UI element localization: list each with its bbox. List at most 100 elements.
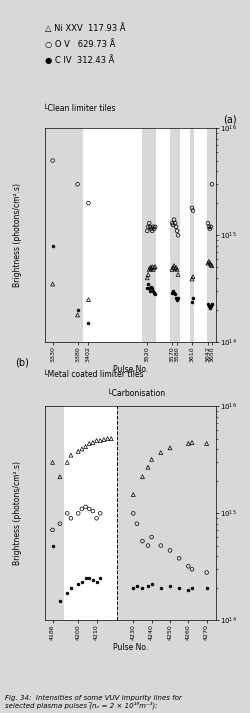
Point: [190, 292, 194, 304]
Point: [171, 214, 175, 225]
Point: [76, 578, 80, 590]
Bar: [193, 128, 206, 342]
Point: [167, 580, 171, 592]
Point: [206, 300, 210, 312]
Point: [86, 294, 90, 305]
Point: [174, 225, 178, 237]
Point: [105, 433, 109, 444]
Point: [208, 221, 212, 232]
Point: [134, 580, 138, 592]
Point: [152, 221, 156, 232]
Point: [209, 260, 213, 272]
Point: [65, 588, 69, 599]
Point: [189, 296, 193, 307]
Text: └Clean limiter tiles: └Clean limiter tiles: [42, 103, 115, 113]
Point: [87, 503, 91, 515]
Text: Brightness (photons/cm².s): Brightness (photons/cm².s): [13, 183, 22, 287]
Point: [83, 501, 87, 513]
Point: [68, 449, 72, 461]
Point: [171, 260, 175, 272]
Point: [176, 553, 180, 564]
Point: [50, 278, 54, 289]
Point: [76, 446, 80, 457]
Point: [170, 287, 173, 299]
Text: (b): (b): [15, 357, 29, 367]
Point: [174, 264, 178, 275]
Text: △ Ni XXV  117.93 Å: △ Ni XXV 117.93 Å: [45, 24, 125, 34]
Point: [65, 456, 69, 468]
Point: [209, 178, 213, 190]
Point: [149, 578, 153, 590]
Point: [175, 269, 179, 280]
Point: [171, 287, 175, 299]
Point: [158, 447, 162, 458]
Point: [207, 302, 211, 314]
Point: [150, 261, 154, 272]
Point: [148, 262, 152, 273]
Point: [176, 583, 180, 594]
Point: [173, 221, 177, 232]
Point: [173, 262, 177, 273]
Point: [150, 225, 154, 237]
Point: [146, 264, 150, 275]
Point: [158, 540, 162, 551]
Point: [80, 576, 84, 588]
Point: [102, 434, 105, 445]
Point: [186, 560, 190, 572]
Point: [94, 576, 98, 588]
Point: [150, 264, 154, 275]
Point: [152, 261, 156, 272]
Point: [207, 257, 211, 269]
Point: [204, 438, 208, 449]
Point: [170, 219, 174, 230]
Point: [86, 198, 90, 209]
Point: [148, 221, 152, 232]
Point: [140, 471, 144, 483]
Point: [170, 285, 174, 297]
Point: [150, 285, 154, 297]
Point: [87, 438, 91, 449]
Point: [86, 318, 90, 329]
Text: ○ O V   629.73 Å: ○ O V 629.73 Å: [45, 39, 115, 49]
Point: [190, 271, 194, 282]
Point: [189, 202, 193, 214]
Point: [146, 217, 150, 229]
Point: [140, 583, 144, 594]
Point: [172, 289, 176, 300]
Point: [206, 221, 210, 232]
Bar: [63, 406, 116, 620]
Text: └Carbonisation: └Carbonisation: [106, 389, 164, 398]
Point: [205, 217, 209, 229]
Point: [146, 221, 150, 232]
X-axis label: Pulse No.: Pulse No.: [112, 365, 148, 374]
Point: [204, 583, 208, 594]
Point: [90, 574, 94, 585]
Point: [50, 155, 54, 166]
Point: [152, 223, 156, 235]
Point: [186, 585, 190, 596]
Point: [94, 435, 98, 446]
Point: [50, 240, 54, 252]
Point: [144, 272, 148, 284]
Point: [189, 583, 193, 594]
Point: [109, 433, 113, 444]
Point: [68, 513, 72, 524]
Point: [94, 513, 98, 524]
Point: [170, 264, 173, 275]
Point: [83, 441, 87, 453]
Point: [148, 223, 152, 235]
Point: [204, 567, 208, 578]
Point: [167, 545, 171, 556]
Point: [131, 489, 135, 501]
Point: [189, 563, 193, 575]
Point: [90, 437, 94, 448]
Point: [58, 471, 62, 483]
Point: [152, 262, 156, 273]
Point: [145, 461, 149, 473]
Point: [207, 223, 211, 235]
Bar: [82, 128, 142, 342]
Point: [131, 583, 135, 594]
Point: [146, 278, 150, 289]
Point: [149, 531, 153, 543]
Point: [140, 535, 144, 547]
